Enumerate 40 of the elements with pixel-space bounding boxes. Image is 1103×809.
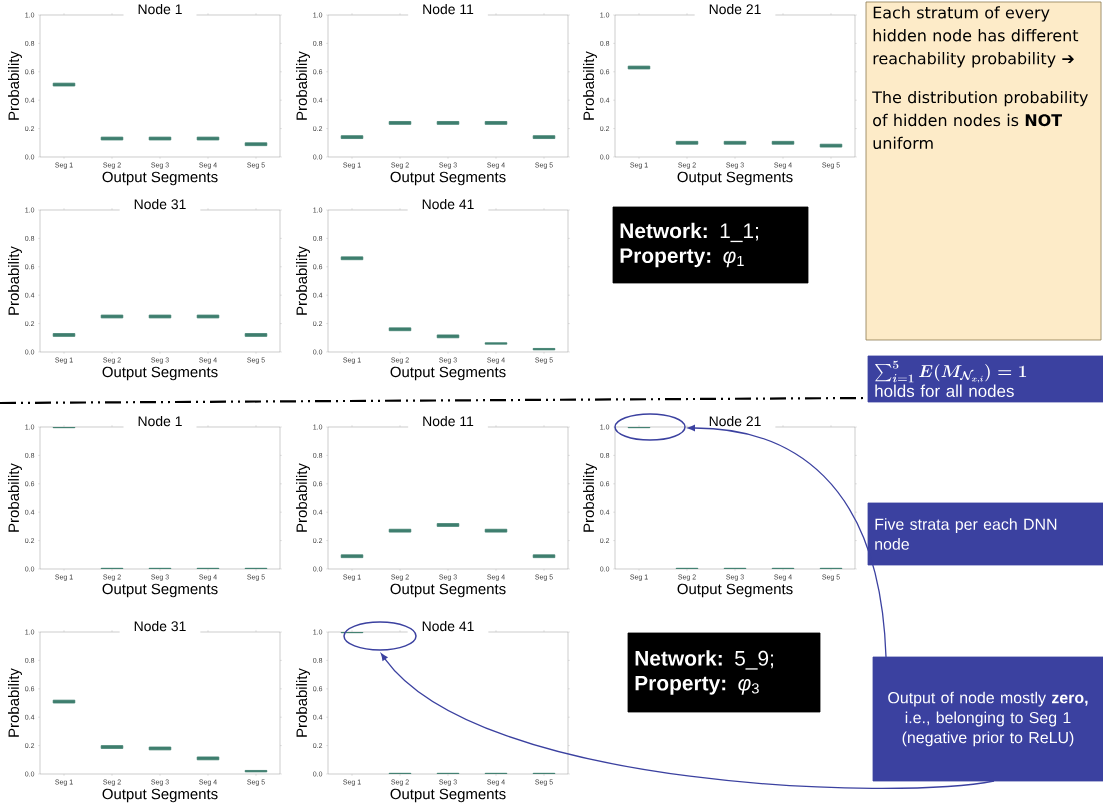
chart-title: Node 1 — [138, 415, 182, 427]
y-axis-title: Probability — [8, 668, 22, 737]
y-axis-title: Probability — [296, 51, 310, 120]
text: Property: φ$_{1}$ — [620, 248, 744, 268]
chart-title: Node 41 — [422, 198, 474, 210]
chart-title: Node 1 — [138, 3, 182, 15]
x-axis-title: Output Segments — [102, 788, 218, 803]
y-axis-title: Probability — [583, 463, 597, 532]
chart-title: Node 31 — [134, 620, 186, 632]
text: Each stratum of every hidden node has different reachability probability ➔ — [873, 6, 1079, 68]
y-axis-title: Probability — [296, 246, 310, 315]
x-axis-title: Output Segments — [102, 583, 218, 598]
x-axis-title: Output Segments — [390, 583, 506, 598]
y-axis-title: Probability — [583, 51, 597, 120]
x-axis-title: Output Segments — [390, 366, 506, 381]
text: Five strata per each DNN node — [875, 518, 1057, 550]
text: Network: 1_1; — [620, 222, 759, 243]
x-axis-title: Output Segments — [677, 583, 793, 598]
x-axis-title: Output Segments — [390, 788, 506, 803]
text: Property: φ$_{3}$ — [635, 675, 759, 695]
y-axis-title: Probability — [8, 246, 22, 315]
y-axis-title: Probability — [296, 463, 310, 532]
x-axis-title: Output Segments — [102, 171, 218, 186]
chart-title: Node 11 — [423, 3, 474, 15]
y-axis-title: Probability — [8, 463, 22, 532]
x-axis-title: Output Segments — [390, 171, 506, 186]
chart-title: Node 41 — [422, 620, 474, 632]
text: Output of node mostly zero, i.e., belonging to Seg 1 (negative prior to ReLU) — [888, 691, 1088, 747]
chart-title: Node 11 — [423, 415, 474, 427]
x-axis-title: Output Segments — [102, 366, 218, 381]
text: $\boldsymbol{\sum_{i=1}^{5} E(M_{\mathcal{N}_{x,i}}) = 1}$ — [875, 360, 1027, 383]
text: holds for all nodes — [875, 384, 1014, 398]
text: Network: 5_9; — [635, 650, 774, 670]
chart-title: Node 21 — [709, 3, 761, 15]
chart-title: Node 21 — [709, 415, 761, 427]
chart-title: Node 31 — [134, 198, 186, 210]
y-axis-title: Probability — [8, 51, 22, 120]
text: The distribution probability of hidden nodes is NOT uniform — [872, 90, 1088, 150]
x-axis-title: Output Segments — [677, 171, 793, 186]
y-axis-title: Probability — [296, 668, 310, 737]
